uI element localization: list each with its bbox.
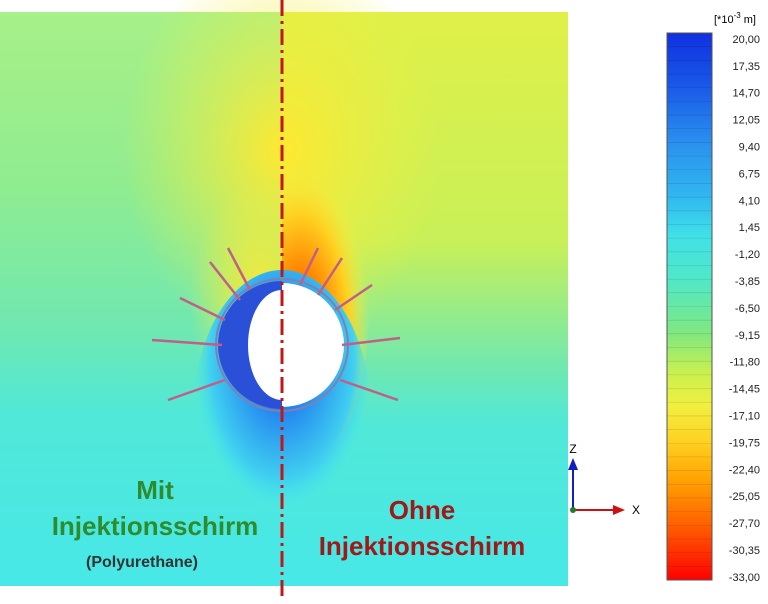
legend-label: -3,85 (735, 276, 760, 288)
legend-label: -11,80 (730, 357, 760, 369)
legend-label: -25,05 (729, 491, 760, 503)
legend-label: 6,75 (739, 168, 760, 180)
unit-prefix: [*10 (714, 14, 734, 26)
legend-label: 14,70 (732, 88, 760, 100)
contour-field (0, 0, 568, 599)
legend-label: -33,00 (729, 572, 760, 584)
legend-label: 1,45 (739, 222, 760, 234)
unit-exponent: -3 (734, 11, 742, 20)
z-label: Z (569, 442, 576, 456)
left-label: Mit (136, 475, 174, 505)
legend-label: 9,40 (739, 142, 760, 154)
left-label: Injektionsschirm (52, 511, 259, 541)
legend-label: -30,35 (729, 545, 760, 557)
x-label: X (632, 503, 640, 517)
legend-label: -6,50 (735, 303, 760, 315)
legend-label: 12,05 (732, 115, 760, 127)
legend-label: -9,15 (735, 330, 760, 342)
legend-label: -1,20 (735, 249, 760, 261)
legend-label: -27,70 (729, 518, 760, 530)
left-label: (Polyurethane) (86, 554, 198, 571)
unit-suffix: m] (741, 14, 756, 26)
legend-label: 17,35 (732, 61, 760, 73)
legend-label: -22,40 (729, 464, 760, 476)
legend-label: -17,10 (729, 411, 760, 423)
legend-label: 4,10 (739, 195, 760, 207)
legend-unit: [*10-3 m] (714, 11, 756, 26)
legend-label: -19,75 (729, 437, 760, 449)
legend-label: -14,45 (729, 384, 760, 396)
color-bar (666, 32, 713, 581)
right-label: Injektionsschirm (319, 531, 526, 561)
axis-triad: Z X (568, 442, 640, 517)
right-label: Ohne (389, 495, 455, 525)
legend-label: 20,00 (732, 34, 760, 46)
color-bar-bands (667, 46, 712, 567)
